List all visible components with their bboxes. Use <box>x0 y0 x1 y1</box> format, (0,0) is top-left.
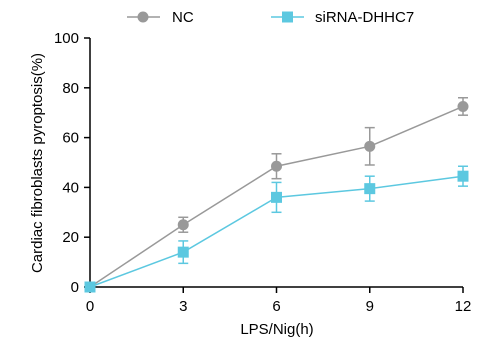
data-point <box>364 183 376 195</box>
y-tick-label: 100 <box>54 30 79 47</box>
y-tick-label: 40 <box>62 179 79 196</box>
y-tick-label: 0 <box>71 279 79 296</box>
x-tick-label: 6 <box>272 298 280 315</box>
legend-label-sirna-dhhc7: siRNA-DHHC7 <box>315 9 414 26</box>
data-point <box>177 246 189 258</box>
legend-marker-sirna-dhhc7 <box>282 11 293 23</box>
data-point <box>177 219 189 231</box>
ticks: 0 20 40 60 80 100 0 3 6 9 12 <box>54 30 471 315</box>
x-tick-label: 0 <box>86 298 94 315</box>
plot-area <box>84 97 469 293</box>
data-point <box>457 100 469 112</box>
data-point <box>364 140 376 152</box>
legend-label-nc: NC <box>172 9 194 26</box>
data-point <box>271 160 282 172</box>
x-tick-label: 12 <box>455 298 472 315</box>
x-tick-label: 3 <box>179 298 187 315</box>
data-point <box>457 170 469 182</box>
legend-item-sirna-dhhc7: siRNA-DHHC7 <box>271 9 414 26</box>
legend-marker-nc <box>137 11 149 23</box>
y-axis-title: Cardiac fibroblasts pyroptosis(%) <box>29 53 46 273</box>
x-tick-label: 9 <box>366 298 374 315</box>
series-sirna-dhhc7 <box>84 165 469 293</box>
data-point <box>271 191 282 203</box>
y-tick-label: 60 <box>62 130 79 147</box>
x-axis-title: LPS/Nig(h) <box>240 321 313 338</box>
legend-item-nc: NC <box>127 9 194 26</box>
legend: NC siRNA-DHHC7 <box>127 9 414 26</box>
y-tick-label: 80 <box>62 80 79 97</box>
data-point <box>84 281 96 293</box>
y-tick-label: 20 <box>62 229 79 246</box>
